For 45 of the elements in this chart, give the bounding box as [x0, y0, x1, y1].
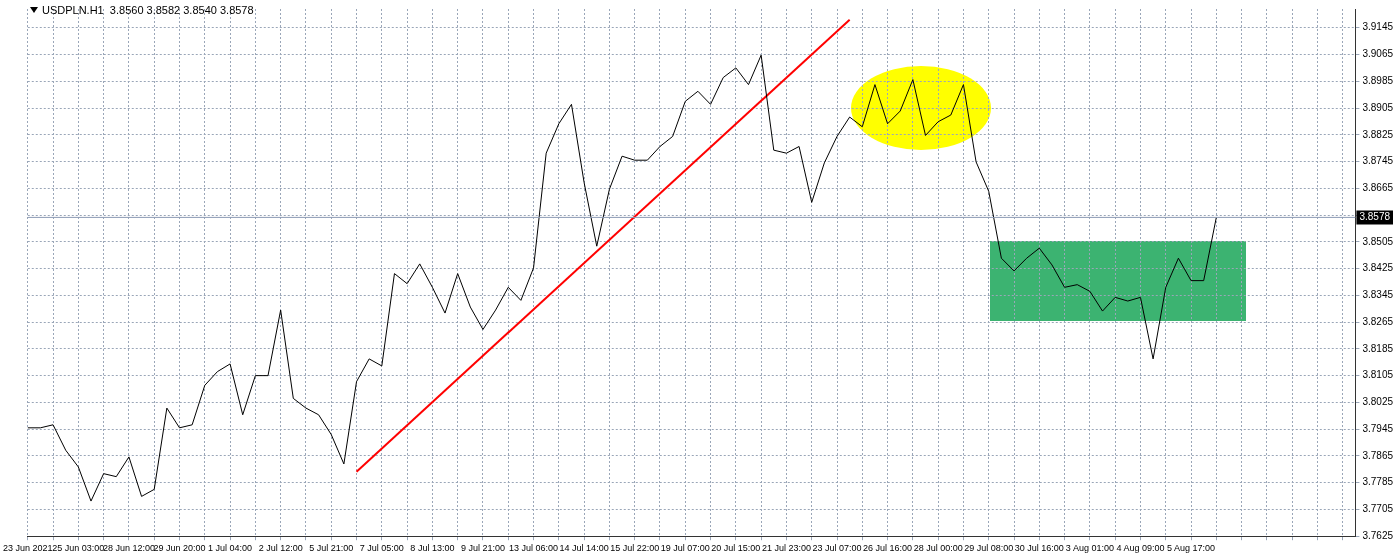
x-tick-label: 25 Jun 03:00 [52, 543, 105, 554]
x-tick-label: 23 Jun 2021 [3, 543, 53, 554]
x-tick-label: 14 Jul 14:00 [559, 543, 609, 554]
y-tick-label: 3.9145 [1362, 21, 1394, 33]
x-tick-label: 4 Aug 09:00 [1116, 543, 1165, 554]
y-tick-label: 3.8745 [1362, 155, 1394, 167]
y-tick-label: 3.8105 [1362, 369, 1394, 381]
y-tick-label: 3.8985 [1362, 75, 1394, 87]
x-tick-label: 5 Jul 21:00 [309, 543, 354, 554]
x-tick-label: 29 Jul 08:00 [964, 543, 1014, 554]
x-tick-label: 3 Aug 01:00 [1065, 543, 1114, 554]
chart-title: USDPLN.H1 3.8560 3.8582 3.8540 3.8578 [42, 4, 254, 16]
y-tick-label: 3.7785 [1362, 476, 1394, 488]
x-tick-label: 28 Jul 00:00 [913, 543, 963, 554]
x-tick-label: 2 Jul 12:00 [258, 543, 303, 554]
x-tick-label: 1 Jul 04:00 [208, 543, 253, 554]
y-tick-label: 3.8185 [1362, 342, 1394, 354]
x-tick-label: 29 Jun 20:00 [153, 543, 206, 554]
x-tick-label: 7 Jul 05:00 [359, 543, 404, 554]
ref-line-label: 3.8578 [1359, 211, 1391, 223]
y-tick-label: 3.8905 [1362, 101, 1394, 113]
x-tick-label: 21 Jul 23:00 [761, 543, 811, 554]
y-tick-label: 3.8505 [1362, 235, 1394, 247]
y-tick-label: 3.8265 [1362, 315, 1394, 327]
x-tick-label: 15 Jul 22:00 [610, 543, 660, 554]
x-tick-label: 30 Jul 16:00 [1014, 543, 1064, 554]
x-tick-label: 5 Aug 17:00 [1167, 543, 1216, 554]
x-tick-label: 28 Jun 12:00 [102, 543, 155, 554]
x-tick-label: 8 Jul 13:00 [410, 543, 455, 554]
y-tick-label: 3.7865 [1362, 449, 1394, 461]
y-tick-label: 3.7945 [1362, 422, 1394, 434]
y-tick-label: 3.8665 [1362, 182, 1394, 194]
y-tick-label: 3.8025 [1362, 396, 1394, 408]
y-tick-label: 3.8425 [1362, 262, 1394, 274]
x-tick-label: 13 Jul 06:00 [509, 543, 559, 554]
x-tick-label: 20 Jul 15:00 [711, 543, 761, 554]
x-tick-label: 23 Jul 07:00 [812, 543, 862, 554]
y-tick-label: 3.9065 [1362, 48, 1394, 60]
x-tick-label: 26 Jul 16:00 [863, 543, 913, 554]
y-tick-label: 3.8825 [1362, 128, 1394, 140]
y-tick-label: 3.8345 [1362, 289, 1394, 301]
y-tick-label: 3.7625 [1362, 529, 1394, 541]
x-tick-label: 9 Jul 21:00 [460, 543, 505, 554]
y-tick-label: 3.7705 [1362, 503, 1394, 515]
x-tick-label: 19 Jul 07:00 [660, 543, 710, 554]
